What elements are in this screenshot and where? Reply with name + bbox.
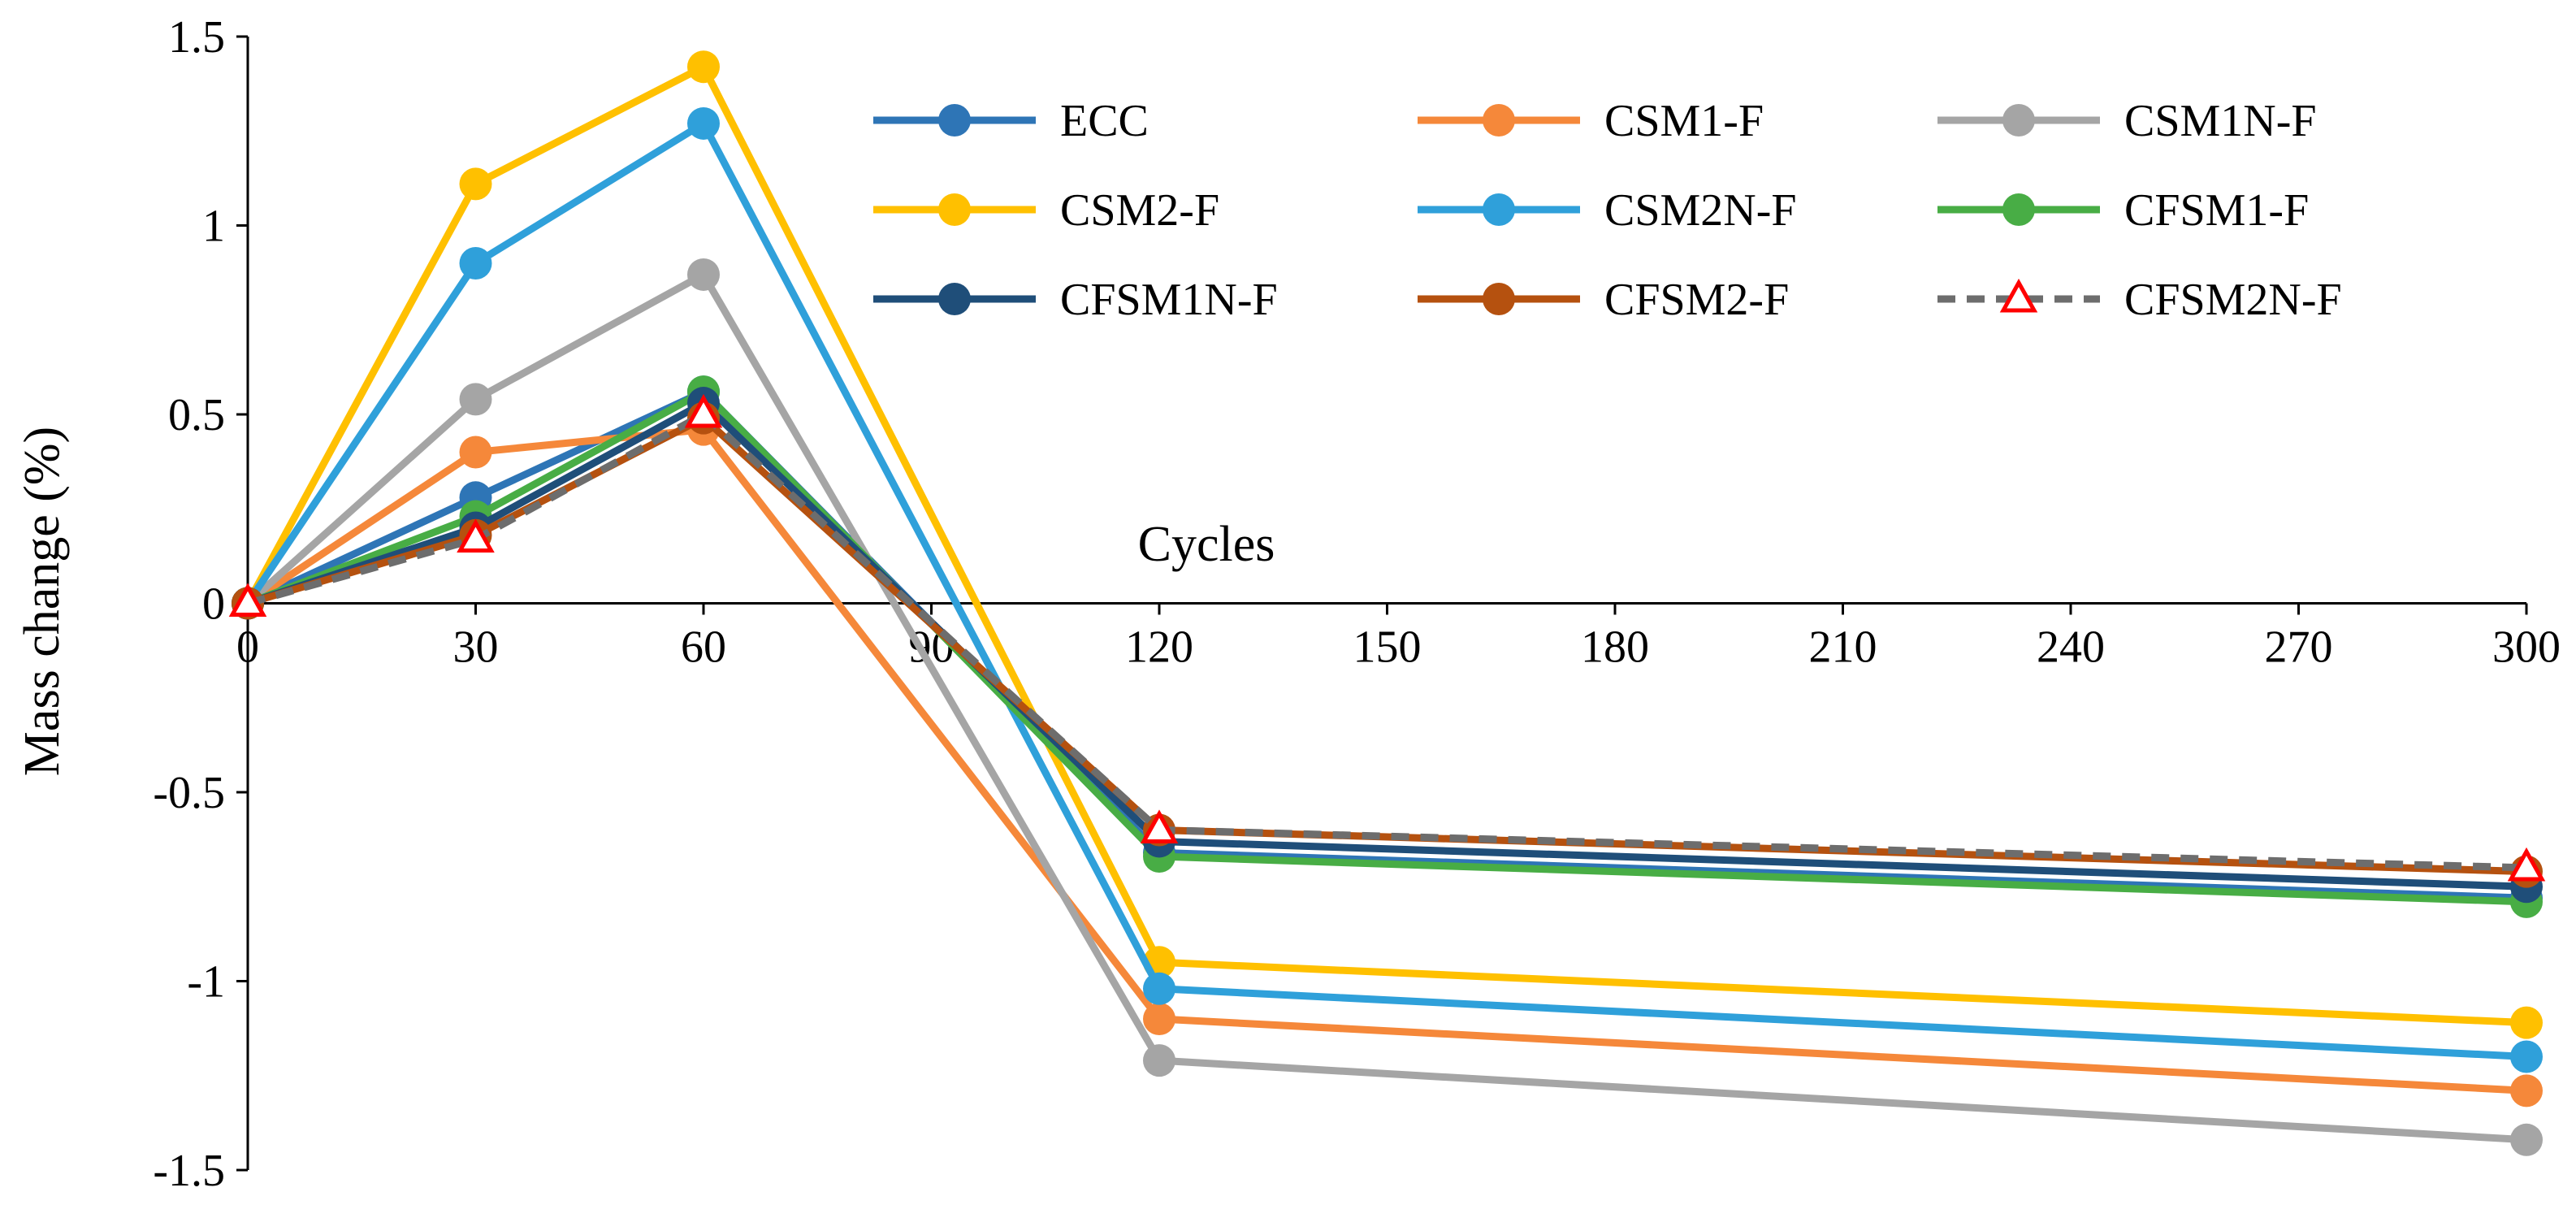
legend-marker-cfsm2n-f: [1999, 278, 2038, 313]
data-point-csm2n-f: [459, 247, 492, 280]
y-tick-label: -1.5: [153, 1146, 225, 1196]
legend-label-csm2-f: CSM2-F: [1060, 185, 1219, 236]
series-csm2n-f: [232, 106, 2543, 1073]
legend-item-csm1n-f: CSM1N-F: [1937, 96, 2317, 146]
legend-item-cfsm2-f: CFSM2-F: [1418, 275, 1789, 325]
legend-marker-csm1n-f: [2002, 104, 2035, 137]
legend-item-ecc: ECC: [873, 96, 1149, 146]
y-tick-label: 1.5: [168, 12, 225, 63]
x-tick-label: 30: [453, 622, 499, 673]
legend-label-cfsm1n-f: CFSM1N-F: [1060, 275, 1278, 325]
series-line-cfsm2n-f: [246, 410, 2527, 872]
data-point-csm2n-f: [1143, 972, 1175, 1005]
data-point-csm1n-f: [1143, 1044, 1175, 1077]
data-point-csm2n-f: [687, 106, 720, 140]
legend-marker-cfsm2-f: [1483, 283, 1515, 315]
x-tick-label: 240: [2037, 622, 2105, 673]
legend-item-cfsm1-f: CFSM1-F: [1937, 185, 2309, 236]
data-point-cfsm2n-f: [684, 393, 723, 428]
x-tick-label: 120: [1125, 622, 1193, 673]
legend-item-csm2n-f: CSM2N-F: [1418, 185, 1797, 236]
legend-marker-csm1-f: [1483, 104, 1515, 137]
legend-marker-csm2n-f: [1483, 193, 1515, 226]
data-point-csm1-f: [1143, 1003, 1175, 1035]
legend-marker-ecc: [938, 104, 971, 137]
data-point-csm1n-f: [2510, 1123, 2543, 1156]
x-tick-label: 150: [1353, 622, 1422, 673]
x-tick-label: 180: [1581, 622, 1649, 673]
series-line-csm2n-f: [245, 119, 2527, 1060]
x-axis-title: Cycles: [1138, 517, 1275, 572]
legend-label-csm2n-f: CSM2N-F: [1604, 185, 1797, 236]
data-point-csm2-f: [687, 50, 720, 84]
legend-item-csm1-f: CSM1-F: [1418, 96, 1764, 146]
legend-item-cfsm1n-f: CFSM1N-F: [873, 275, 1278, 325]
data-point-csm2-f: [459, 167, 492, 201]
series-layer: [228, 50, 2546, 1156]
x-tick-label: 0: [236, 622, 259, 673]
data-point-csm1-f: [459, 436, 492, 469]
legend-item-csm2-f: CSM2-F: [873, 185, 1219, 236]
x-tick-label: 210: [1809, 622, 1877, 673]
data-point-csm1n-f: [459, 383, 492, 416]
legend-marker-cfsm1-f: [2002, 193, 2035, 226]
x-tick-label: 300: [2492, 622, 2561, 673]
data-point-cfsm2n-f: [457, 518, 495, 553]
y-tick-label: 0: [202, 579, 225, 630]
y-tick-label: 1: [202, 202, 225, 252]
series-cfsm2n-f: [228, 393, 2546, 882]
legend-label-csm1n-f: CSM1N-F: [2124, 96, 2317, 146]
y-tick-label: 0.5: [168, 390, 225, 440]
legend-label-cfsm2n-f: CFSM2N-F: [2124, 275, 2342, 325]
legend-label-csm1-f: CSM1-F: [1604, 96, 1764, 146]
y-axis-title: Mass change (%): [15, 427, 70, 776]
data-point-cfsm2n-f: [2507, 847, 2546, 882]
series-line-csm1-f: [245, 426, 2527, 1094]
series-csm1n-f: [232, 258, 2543, 1156]
data-point-cfsm2n-f: [228, 583, 267, 617]
data-point-cfsm2n-f: [1140, 809, 1179, 843]
data-point-csm1-f: [2510, 1074, 2543, 1107]
y-tick-label: -1: [187, 957, 225, 1008]
legend-marker-cfsm1n-f: [938, 283, 971, 315]
legend-marker-csm2-f: [938, 193, 971, 226]
data-point-csm1n-f: [687, 258, 720, 291]
axes-layer: -1.5-1-0.500.511.50 30 60 90 120 150 180 210 240…: [153, 12, 2561, 1196]
data-point-csm2n-f: [2510, 1040, 2543, 1073]
legend-label-cfsm1-f: CFSM1-F: [2124, 185, 2309, 236]
data-point-csm2-f: [2510, 1006, 2543, 1039]
legend-label-cfsm2-f: CFSM2-F: [1604, 275, 1789, 325]
legend-label-ecc: ECC: [1060, 96, 1149, 146]
y-tick-label: -0.5: [153, 768, 225, 818]
legend: ECC CSM1-F CSM1N-F CSM2-F CSM2N-F CFSM1-F CFSM…: [873, 96, 2342, 325]
x-tick-label: 60: [681, 622, 726, 673]
legend-item-cfsm2n-f: CFSM2N-F: [1937, 275, 2342, 325]
x-tick-label: 270: [2265, 622, 2333, 673]
